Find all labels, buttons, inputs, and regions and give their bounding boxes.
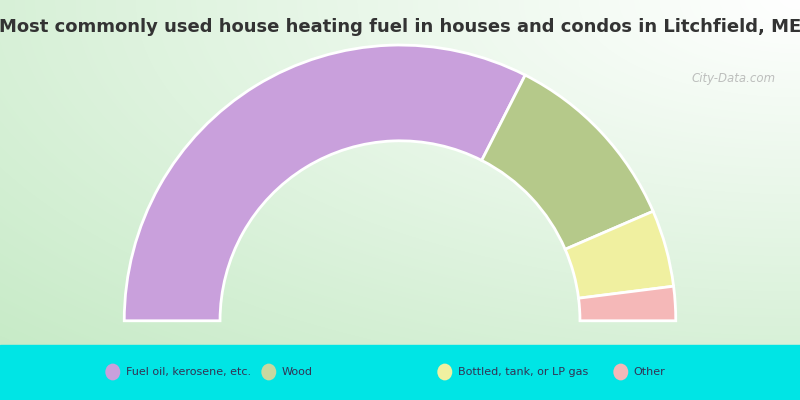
Text: Other: Other — [634, 367, 666, 377]
Wedge shape — [565, 211, 674, 298]
Text: Bottled, tank, or LP gas: Bottled, tank, or LP gas — [458, 367, 588, 377]
Ellipse shape — [106, 364, 120, 380]
Bar — [0, 345, 800, 400]
Wedge shape — [578, 286, 676, 321]
Ellipse shape — [614, 364, 628, 380]
Wedge shape — [124, 45, 525, 321]
Ellipse shape — [438, 364, 452, 380]
Text: Most commonly used house heating fuel in houses and condos in Litchfield, ME: Most commonly used house heating fuel in… — [0, 18, 800, 36]
Text: Wood: Wood — [282, 367, 313, 377]
Ellipse shape — [262, 364, 276, 380]
Text: City-Data.com: City-Data.com — [692, 72, 776, 85]
Wedge shape — [482, 75, 653, 249]
Text: Fuel oil, kerosene, etc.: Fuel oil, kerosene, etc. — [126, 367, 250, 377]
